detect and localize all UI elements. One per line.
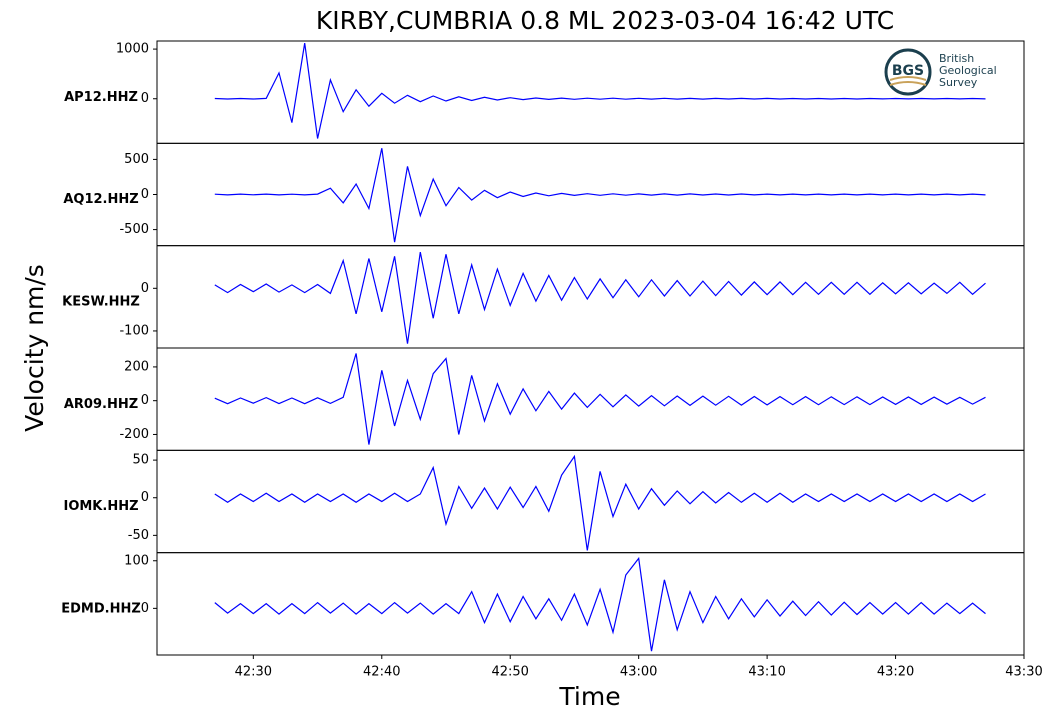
logo: BGS British Geological Survey bbox=[884, 48, 997, 96]
chart-title: KIRBY,CUMBRIA 0.8 ML 2023-03-04 16:42 UT… bbox=[316, 6, 894, 35]
panel-frame bbox=[156, 449, 1025, 554]
y-axis-label: Velocity nm/s bbox=[20, 264, 49, 432]
station-label: AP12.HHZ bbox=[64, 90, 138, 105]
logo-initials: BGS bbox=[892, 63, 924, 79]
y-tick-label: -100 bbox=[119, 323, 149, 338]
station-label: AQ12.HHZ bbox=[63, 192, 138, 207]
logo-text: Survey bbox=[939, 76, 978, 89]
x-tick-label: 42:50 bbox=[491, 665, 528, 680]
y-tick-label: 0 bbox=[141, 393, 149, 408]
y-tick-label: -200 bbox=[119, 427, 149, 442]
logo-waves bbox=[889, 76, 927, 86]
station-label: EDMD.HHZ bbox=[61, 601, 141, 616]
waveform bbox=[214, 353, 986, 445]
y-tick-label: 100 bbox=[124, 553, 149, 568]
logo-text: Geological bbox=[939, 64, 997, 77]
y-tick-label: 0 bbox=[141, 187, 149, 202]
panel-frame bbox=[156, 552, 1025, 656]
y-tick-label: 0 bbox=[141, 281, 149, 296]
waveform bbox=[214, 251, 986, 344]
x-tick-label: 43:30 bbox=[1005, 665, 1042, 680]
station-label: AR09.HHZ bbox=[64, 397, 138, 412]
panel-frame bbox=[156, 347, 1025, 451]
y-tick-label: 0 bbox=[141, 490, 149, 505]
logo-text: British bbox=[939, 52, 974, 65]
x-tick-label: 42:30 bbox=[235, 665, 272, 680]
x-tick-label: 43:00 bbox=[620, 665, 657, 680]
x-tick-label: 43:10 bbox=[748, 665, 785, 680]
x-tick-label: 43:20 bbox=[877, 665, 914, 680]
waveform bbox=[214, 43, 986, 139]
y-tick-label: 50 bbox=[132, 453, 149, 468]
panel-frame bbox=[156, 245, 1025, 349]
y-tick-label: -50 bbox=[128, 528, 149, 543]
station-label: KESW.HHZ bbox=[62, 294, 140, 309]
x-axis-label: Time bbox=[558, 682, 620, 711]
waveform bbox=[214, 148, 986, 243]
y-tick-label: 500 bbox=[124, 152, 149, 167]
waveform bbox=[214, 454, 986, 551]
waveform bbox=[214, 556, 986, 652]
x-tick-label: 42:40 bbox=[363, 665, 400, 680]
y-tick-label: 200 bbox=[124, 359, 149, 374]
y-tick-label: 0 bbox=[141, 91, 149, 106]
y-tick-label: 0 bbox=[141, 601, 149, 616]
y-tick-label: -500 bbox=[119, 222, 149, 237]
station-label: IOMK.HHZ bbox=[63, 499, 138, 514]
y-tick-label: 1000 bbox=[116, 42, 149, 57]
